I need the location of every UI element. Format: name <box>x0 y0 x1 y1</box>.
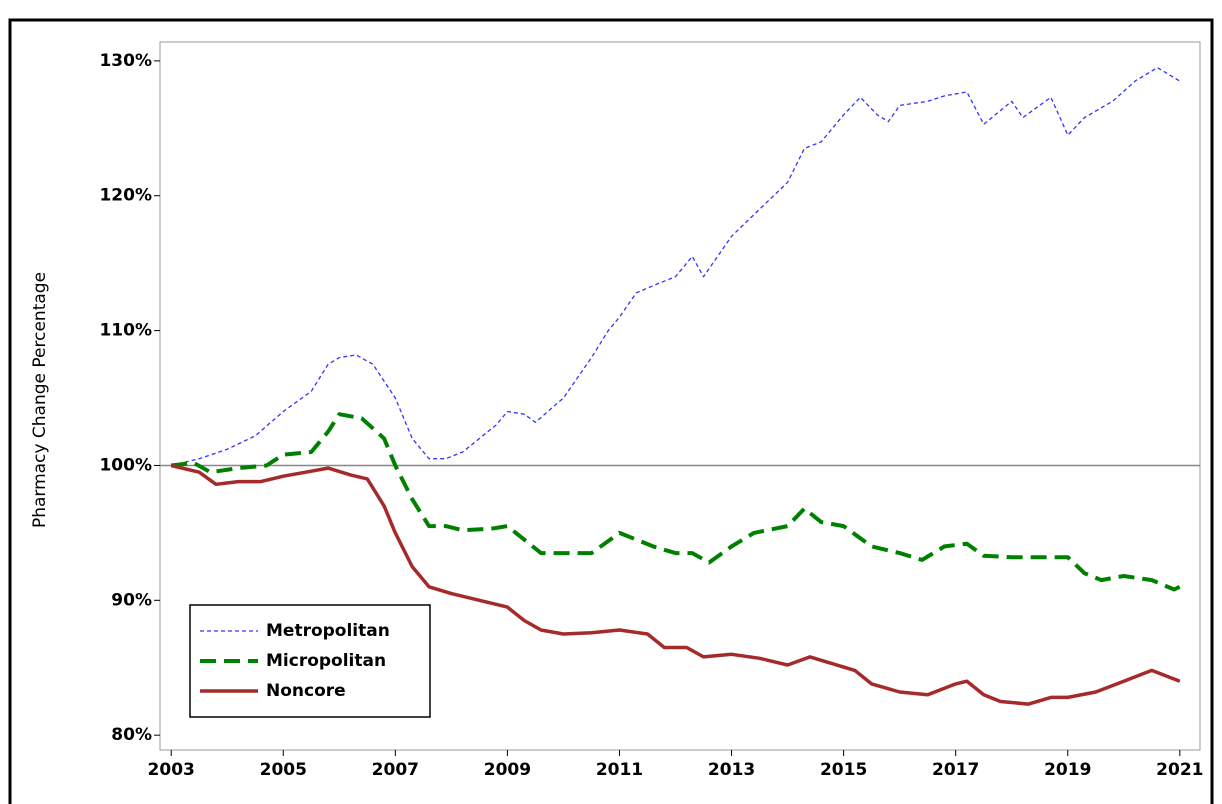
plot-area <box>159 41 1201 751</box>
x-tick-label: 2007 <box>372 760 419 780</box>
y-tick-label: 130% <box>99 51 152 71</box>
y-tick-label: 100% <box>99 455 152 475</box>
x-tick-label: 2011 <box>596 760 643 780</box>
series-line <box>170 463 1181 706</box>
series-line <box>170 412 1181 592</box>
x-tick-label: 2017 <box>932 760 979 780</box>
x-tick-label: 2005 <box>260 760 307 780</box>
x-tick-label: 2021 <box>1156 760 1203 780</box>
x-tick-label: 2015 <box>820 760 867 780</box>
y-tick-label: 90% <box>111 590 152 610</box>
series-line <box>171 66 1181 467</box>
legend-label: Noncore <box>266 681 346 701</box>
y-tick-label: 120% <box>99 186 152 206</box>
x-tick-label: 2009 <box>484 760 531 780</box>
x-tick-label: 2013 <box>708 760 755 780</box>
legend-label: Metropolitan <box>266 621 390 641</box>
y-tick-label: 110% <box>99 321 152 341</box>
x-tick-label: 2019 <box>1044 760 1091 780</box>
legend-label: Micropolitan <box>266 651 386 671</box>
x-tick-label: 2003 <box>148 760 195 780</box>
y-tick-label: 80% <box>111 725 152 745</box>
y-axis-label: Pharmacy Change Percentage <box>30 272 50 528</box>
